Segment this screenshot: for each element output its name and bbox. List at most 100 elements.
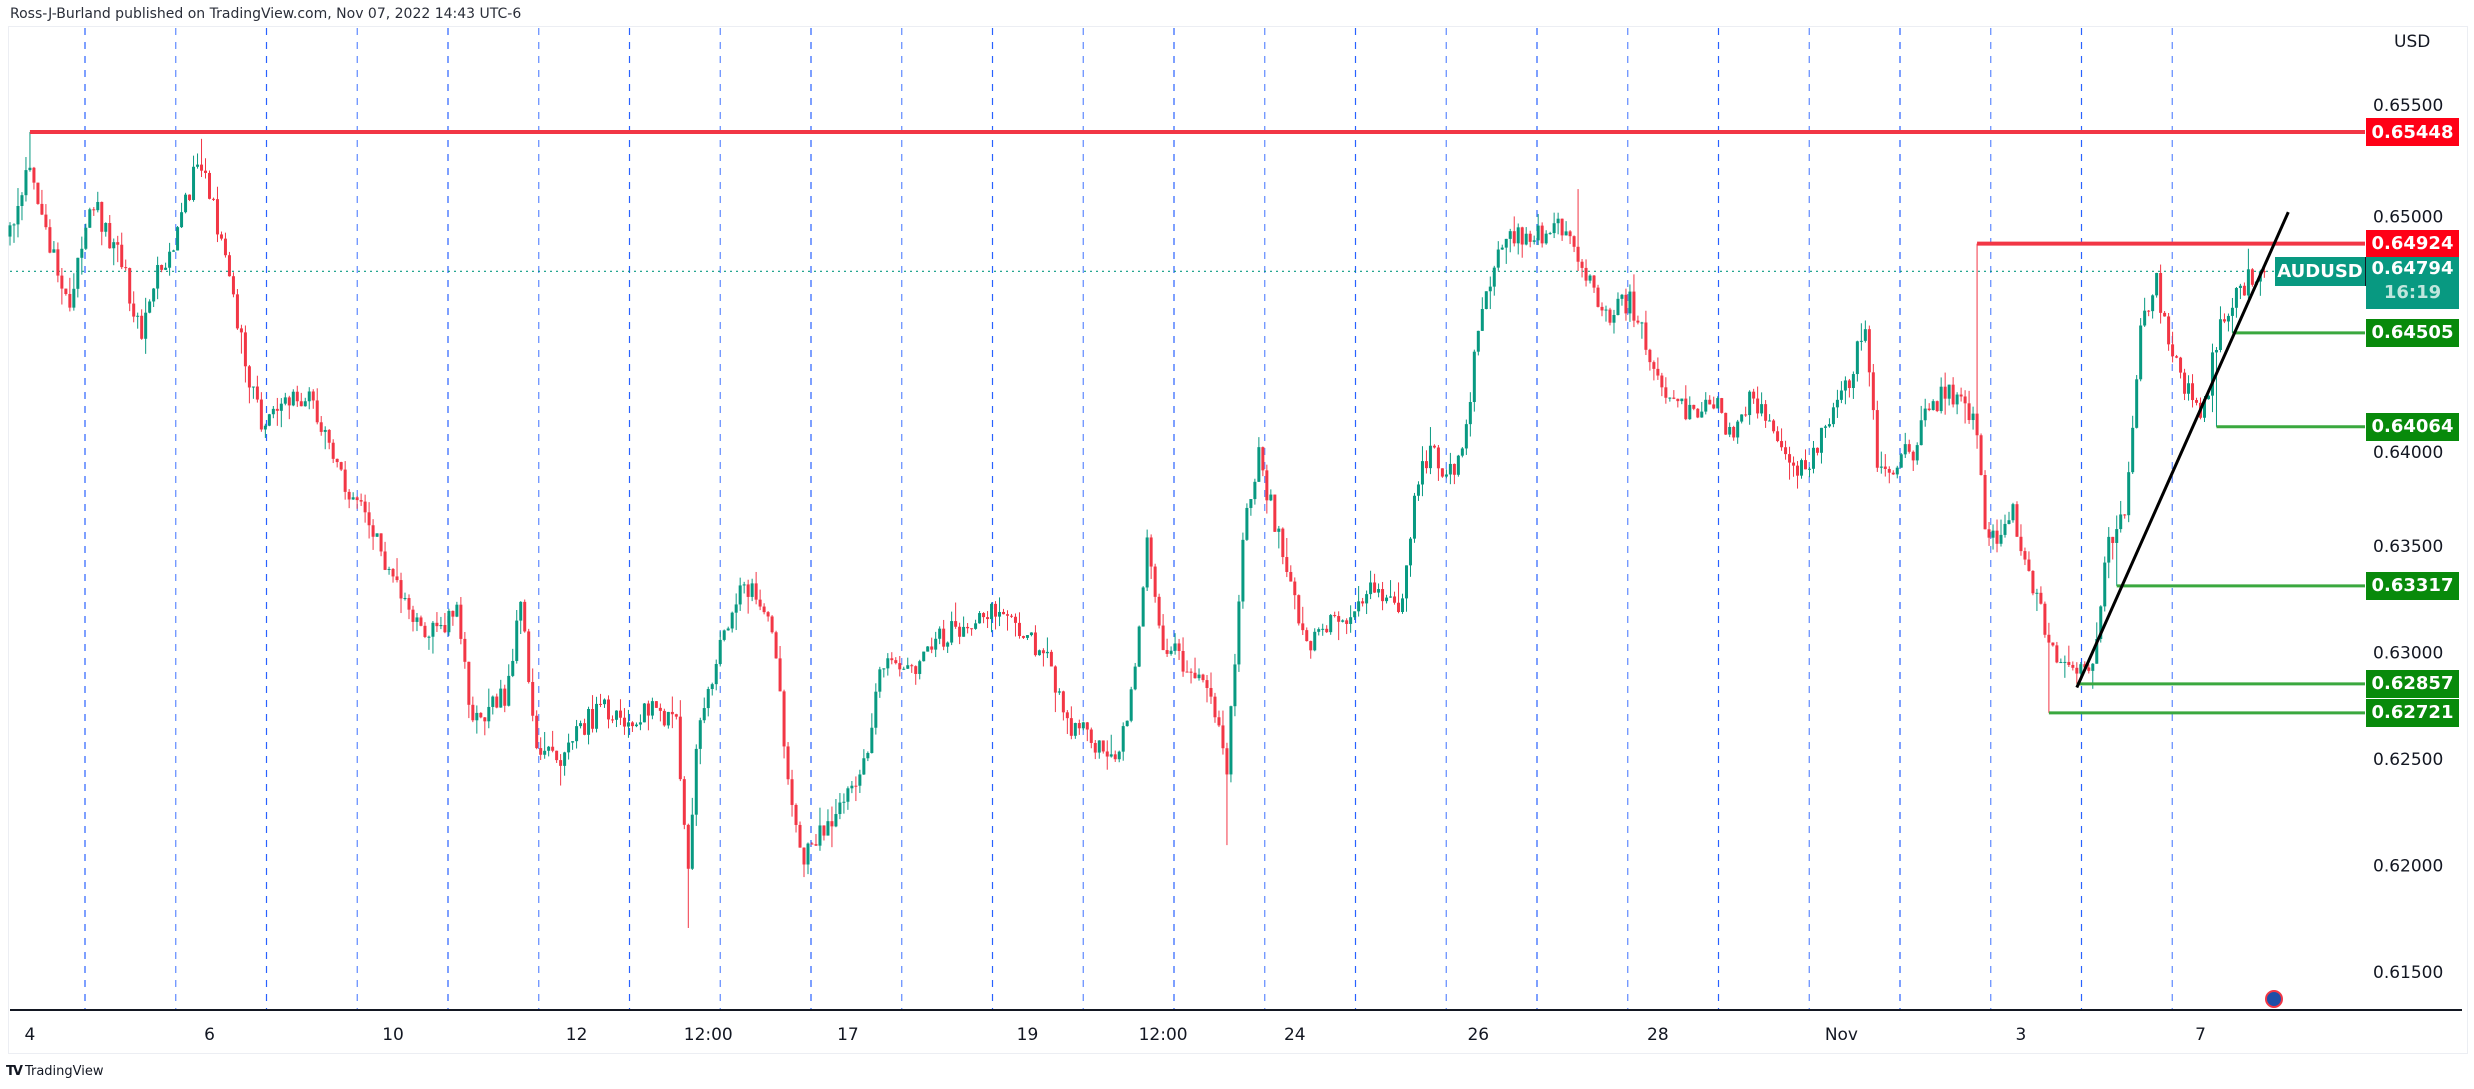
candle-body [1133,666,1137,690]
candle-body [367,512,371,526]
candle-body [1201,674,1205,681]
candle-body [1341,620,1345,622]
candle-body [531,681,535,716]
candle [196,153,200,169]
candle [104,222,108,237]
candle-body [1145,537,1149,588]
australia-flag-event-icon[interactable] [2265,990,2283,1008]
chart-frame [8,26,2468,1054]
candle [1764,400,1768,428]
candle-body [535,715,539,749]
candle-body [271,408,275,415]
candle-body [1105,751,1109,757]
candle-body [231,276,235,295]
candle-body [2159,272,2163,313]
candle-body [842,801,846,803]
candle-body [750,583,754,597]
candle-body [650,701,654,716]
candle [467,661,471,719]
candle-body [587,709,591,735]
candle [778,645,782,692]
candle [1700,402,1704,418]
candle-body [834,814,838,827]
support-level-label: 0.62721 [2366,698,2459,727]
candle [698,717,702,765]
candle [2027,551,2031,572]
candle-body [726,628,730,631]
candle [1516,223,1520,255]
candle-body [1911,451,1915,461]
tradingview-logo[interactable]: TV TradingView [6,1064,103,1079]
candle [798,821,802,848]
candle-body [595,703,599,729]
candle [2031,570,2035,596]
candle-body [1680,398,1684,402]
candle [1217,710,1221,728]
candle-body [2222,319,2226,322]
candle [1133,662,1137,691]
candle-body [938,628,942,639]
candle [1560,218,1564,241]
candle [419,615,423,627]
candle [132,291,136,323]
last-price-value: 0.64794 [2371,258,2454,280]
time-tick-label: 7 [2195,1025,2206,1045]
candle-body [718,639,722,664]
candle [204,158,208,179]
candle [168,242,172,276]
candle-body [1720,398,1724,413]
candle [1401,593,1405,614]
candle-body [934,638,938,650]
candle [351,492,355,500]
candle [223,232,227,258]
support-level-label: 0.63317 [2366,571,2459,600]
candle [898,656,902,677]
candle [1073,722,1077,739]
candle-body [1301,623,1305,631]
candle [846,786,850,810]
candle-body [2039,592,2043,604]
candle-body [579,723,583,727]
candle [1293,577,1297,610]
candle [443,612,447,634]
candle-body [1684,398,1688,420]
price-tick-label: 0.65000 [2373,208,2443,228]
candle [515,609,519,664]
candle [1744,406,1748,417]
candle [1736,419,1740,444]
candle-body [128,268,132,304]
candle-body [722,630,726,640]
candle-body [1213,696,1217,718]
candle-body [363,501,367,513]
candle [251,386,255,399]
candle [128,267,132,312]
candle-body [591,709,595,729]
candle-body [858,774,862,786]
candle-body [275,408,279,411]
candle [1037,649,1041,656]
candle [1273,494,1277,532]
candle-body [219,234,223,239]
candle-body [327,429,331,443]
candle [1241,532,1245,609]
candle-body [60,275,64,289]
candle-body [1588,275,1592,281]
candle [1009,613,1013,618]
candle [1716,396,1720,409]
candle-body [978,613,982,624]
candle [1285,538,1289,578]
candle [1955,392,1959,415]
candle [343,461,347,500]
candle [1025,635,1029,641]
candle-body [1325,628,1329,633]
candle-body [24,170,28,196]
candle [1448,452,1452,485]
candle [918,659,922,680]
candle [36,182,40,205]
candle [391,568,395,583]
candle [1504,238,1508,264]
candle [1588,274,1592,284]
candle-body [2135,379,2139,428]
candle-body [100,201,104,232]
